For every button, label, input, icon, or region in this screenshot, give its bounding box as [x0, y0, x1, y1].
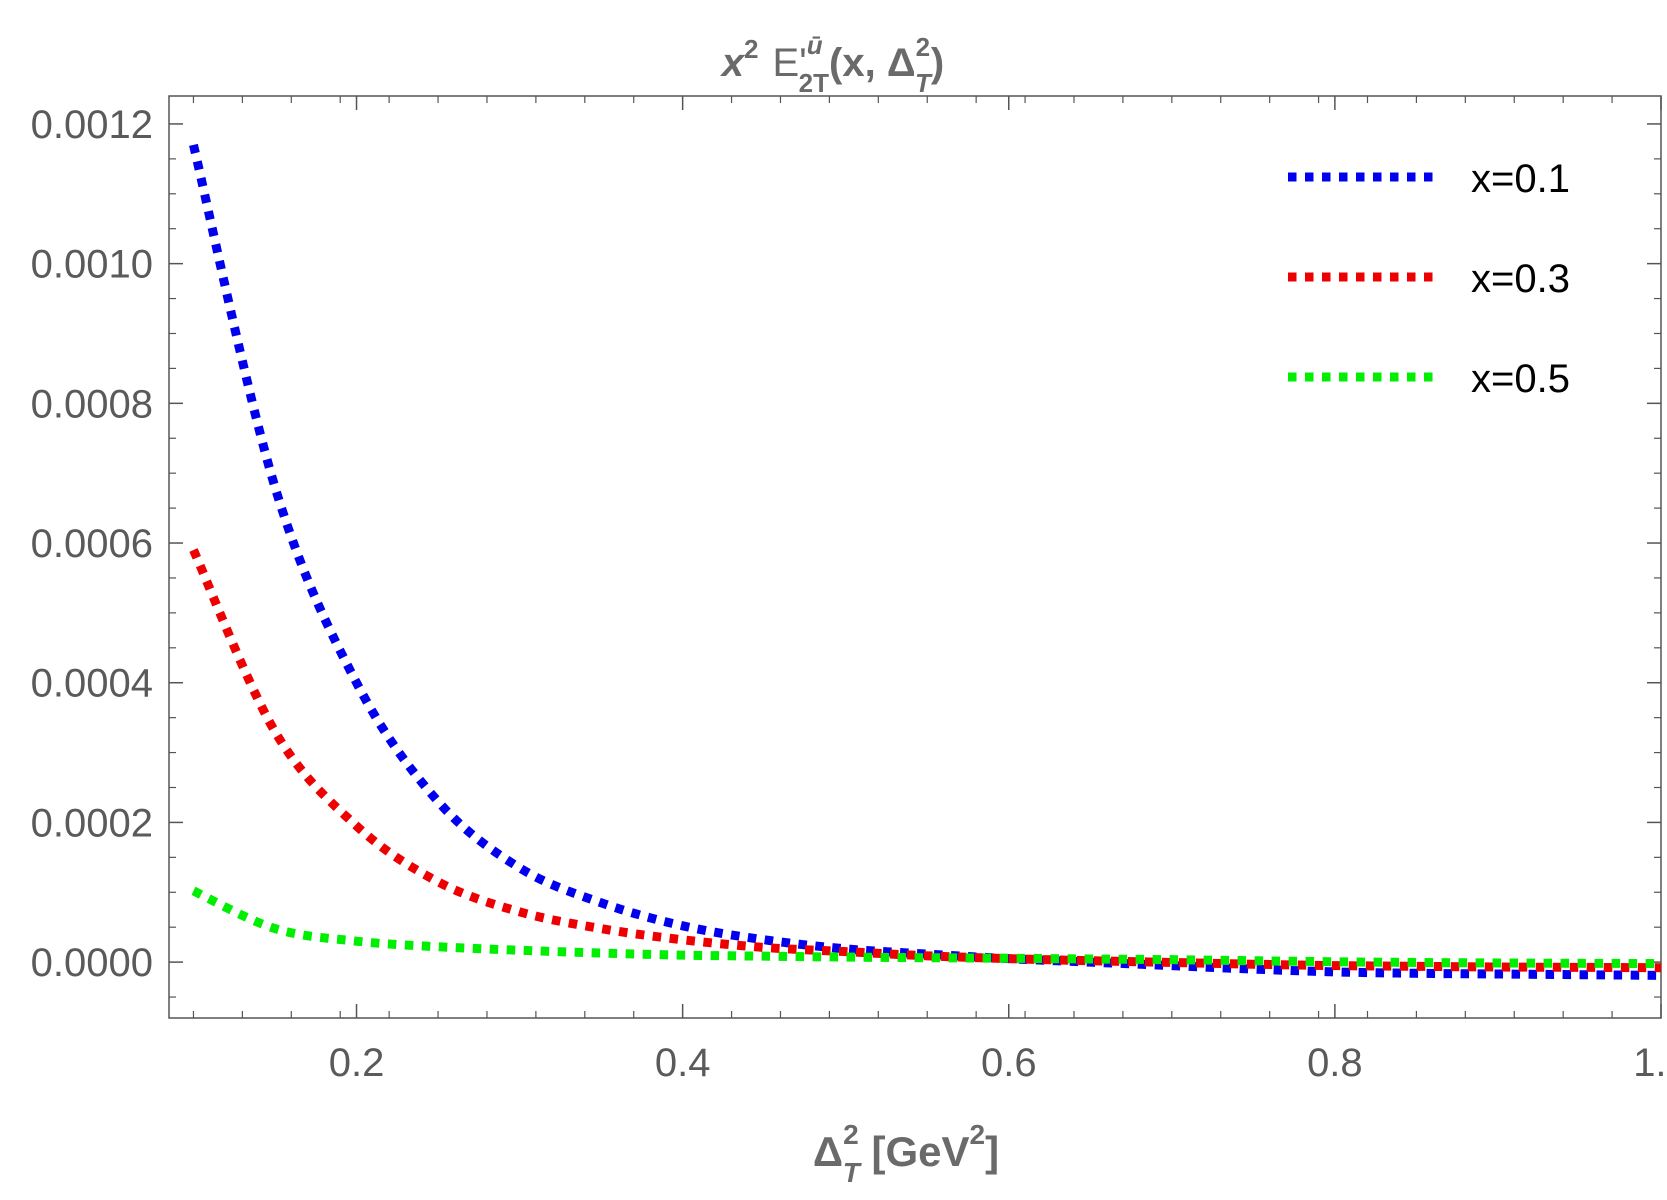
chart-title: x2 E'ū 2T(x, Δ2 T): [720, 30, 945, 98]
legend-label-x01: x=0.1: [1471, 157, 1570, 201]
xlabel-delta-sup: 2: [843, 1119, 859, 1150]
title-delta-sub: T: [915, 68, 933, 98]
x-tick-label: 0.8: [1307, 1041, 1363, 1085]
y-tick-label: 0.0006: [31, 522, 153, 566]
x-tick-labels: 0.2 0.4 0.6 0.8 1.0: [329, 1041, 1667, 1085]
xlabel-delta-sub: T: [843, 1157, 863, 1188]
xlabel-unit: [GeV: [860, 1128, 970, 1175]
xlabel-unit-sup: 2: [970, 1119, 986, 1150]
y-tick-label: 0.0000: [31, 941, 153, 985]
title-delta-sup: 2: [916, 32, 930, 62]
x-tick-label: 1.0: [1633, 1041, 1667, 1085]
y-tick-label: 0.0012: [31, 103, 153, 147]
series-line-x01: [189, 143, 1662, 980]
xlabel-unit-close: ]: [985, 1128, 999, 1175]
title-args: (x,: [829, 41, 887, 85]
legend-label-x03: x=0.3: [1471, 257, 1570, 301]
title-x: x: [720, 41, 746, 85]
xlabel-delta: Δ: [813, 1128, 843, 1175]
legend-label-x05: x=0.5: [1471, 357, 1570, 401]
legend: x=0.1 x=0.3 x=0.5: [1288, 157, 1570, 401]
title-delta: Δ: [887, 41, 916, 85]
series-layer: [189, 143, 1662, 980]
plot-frame: [168, 95, 1662, 1019]
title-x-square: 2: [744, 34, 758, 64]
x-tick-label: 0.2: [329, 1041, 385, 1085]
title-e: E': [772, 41, 806, 85]
y-tick-label: 0.0008: [31, 382, 153, 426]
title-close: ): [931, 41, 944, 85]
title-e-sup: ū: [807, 30, 823, 60]
x-axis-title: Δ2 T [GeV2]: [813, 1119, 999, 1188]
axis-ticks: [169, 96, 1662, 1018]
y-tick-label: 0.0004: [31, 662, 153, 706]
x-tick-label: 0.6: [981, 1041, 1037, 1085]
title-e-sub: 2T: [799, 68, 829, 98]
x-tick-label: 0.4: [655, 1041, 711, 1085]
series-line-x03: [189, 548, 1662, 973]
y-tick-label: 0.0002: [31, 801, 153, 845]
y-tick-label: 0.0010: [31, 243, 153, 287]
y-tick-labels: 0.0000 0.0002 0.0004 0.0006 0.0008 0.0010 0.00…: [31, 103, 153, 985]
